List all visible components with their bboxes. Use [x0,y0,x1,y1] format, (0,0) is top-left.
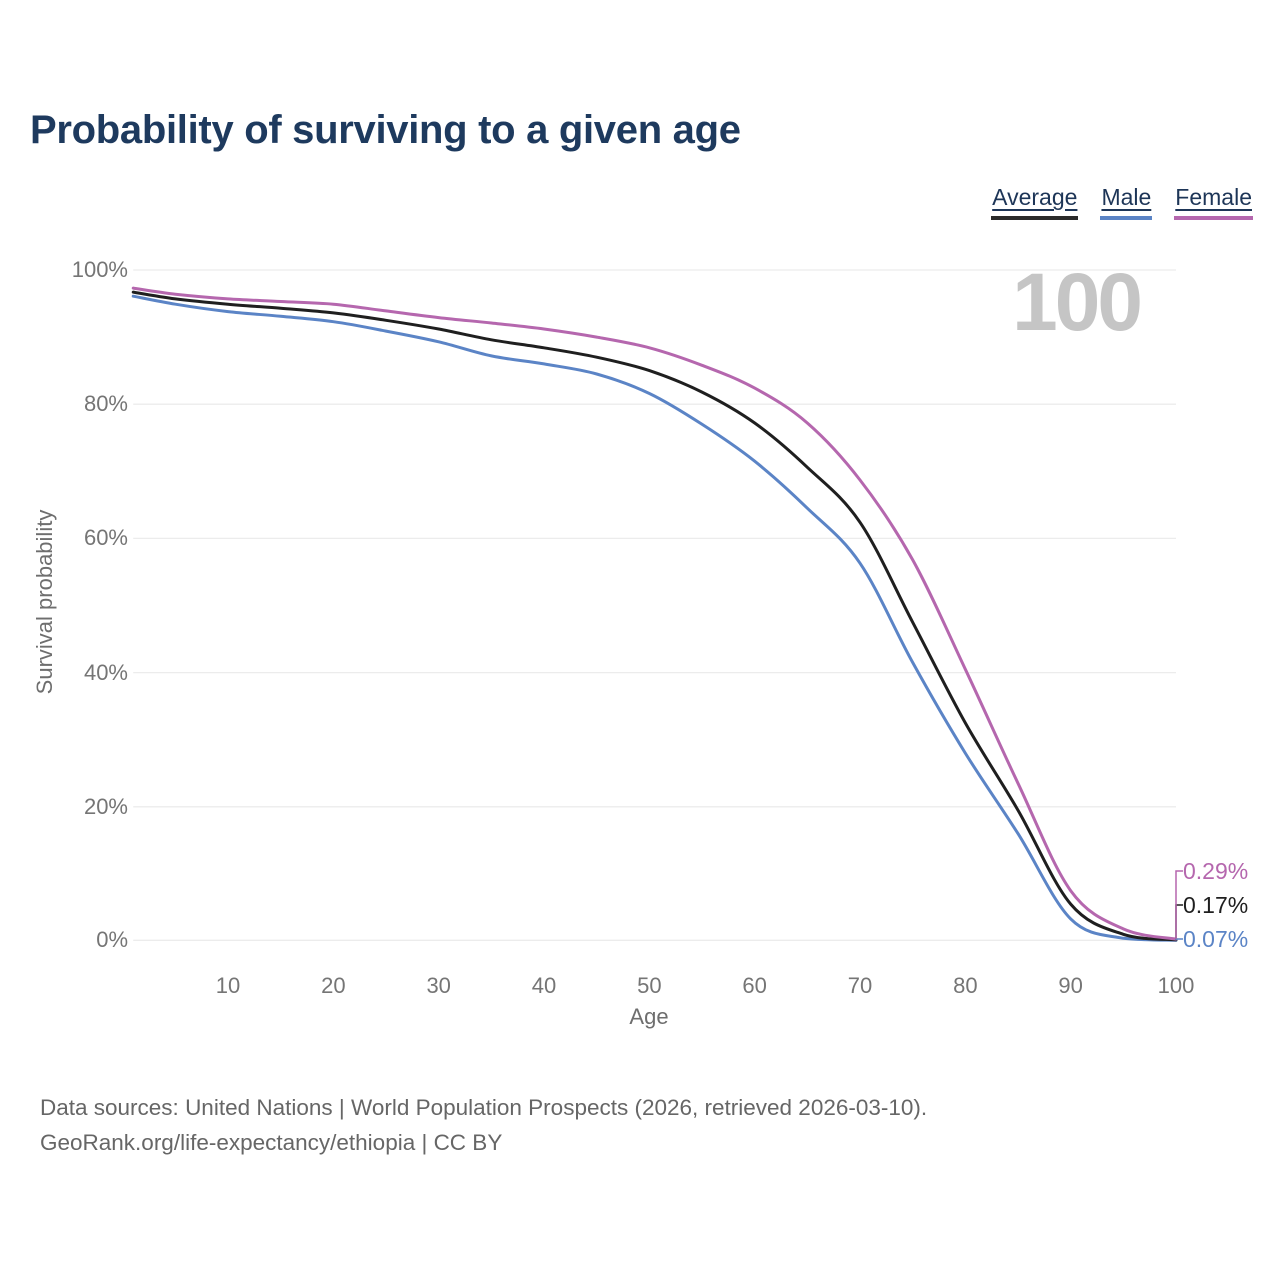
series-line-male[interactable] [131,294,1178,942]
chart-title: Probability of surviving to a given age [30,108,741,152]
x-tick-label-50: 50 [637,973,662,998]
x-tick-label-20: 20 [321,973,346,998]
x-tick-label-70: 70 [847,973,873,998]
x-tick-label-60: 60 [742,973,767,998]
footer-source-line: Data sources: United Nations | World Pop… [40,1095,928,1120]
watermark-age-100: 100 [1012,257,1143,348]
x-tick-label-40: 40 [531,973,557,998]
x-tick-label-100: 100 [1157,973,1195,998]
end-label-male: 0.07% [1183,926,1249,952]
x-axis-title: Age [629,1004,669,1029]
y-tick-label-100: 100% [71,257,128,282]
legend-item-male[interactable]: Male [1100,184,1153,220]
y-tick-label-0: 0% [96,927,128,953]
end-connector-average [1175,904,1183,940]
x-tick-label-30: 30 [426,973,451,998]
x-tick-label-80: 80 [953,973,978,998]
y-tick-label-20: 20% [83,793,128,819]
y-tick-label-60: 60% [83,525,128,551]
y-tick-label-40: 40% [83,659,128,685]
end-label-female: 0.29% [1183,858,1249,884]
end-label-average: 0.17% [1183,892,1249,918]
legend-item-average[interactable]: Average [991,184,1079,220]
legend-item-female[interactable]: Female [1174,184,1253,220]
x-tick-label-10: 10 [215,973,241,998]
end-connector-female [1175,870,1183,940]
series-line-average[interactable] [131,290,1178,942]
legend: Average Male Female [991,184,1253,220]
footer: Data sources: United Nations | World Pop… [40,1090,927,1160]
footer-attribution-line: GeoRank.org/life-expectancy/ethiopia | C… [40,1130,503,1155]
series-line-female[interactable] [131,286,1178,941]
y-tick-label-80: 80% [83,391,128,417]
x-tick-label-90: 90 [1058,973,1083,998]
